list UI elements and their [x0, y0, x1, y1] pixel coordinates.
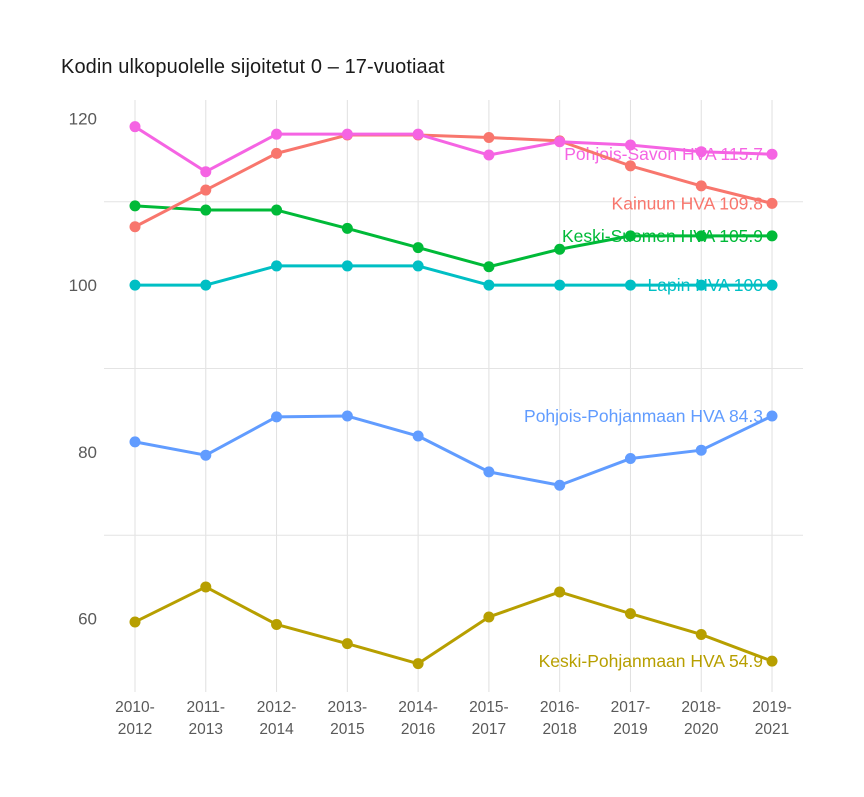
data-point-pohjois-pohjanmaan-2019-2021[interactable]: [766, 410, 778, 422]
data-point-pohjois-pohjanmaan-2015-2017[interactable]: [483, 466, 495, 478]
data-point-kainuun-2012-2014[interactable]: [271, 147, 283, 159]
data-point-lapin-2013-2015[interactable]: [341, 260, 353, 272]
x-axis-tick-label: 2011-2013: [187, 699, 226, 738]
series-line-kainuun: [133, 133, 774, 229]
series-line-keski-suomen: [133, 204, 774, 269]
data-point-keski-pohjanmaan-2017-2019[interactable]: [624, 608, 636, 620]
x-axis-tick-label: 2019-2021: [752, 699, 792, 738]
data-point-keski-suomen-2017-2019[interactable]: [624, 230, 636, 242]
data-point-lapin-2017-2019[interactable]: [624, 279, 636, 291]
series-line-lapin: [133, 264, 774, 287]
data-point-kainuun-2011-2013[interactable]: [200, 184, 212, 196]
data-point-lapin-2015-2017[interactable]: [483, 279, 495, 291]
data-point-lapin-2012-2014[interactable]: [271, 260, 283, 272]
data-point-keski-suomen-2014-2016[interactable]: [412, 242, 424, 254]
data-point-keski-suomen-2012-2014[interactable]: [271, 204, 283, 216]
data-point-pohjois-savon-2010-2012[interactable]: [129, 121, 141, 133]
data-point-pohjois-pohjanmaan-2018-2020[interactable]: [695, 444, 707, 456]
data-point-keski-suomen-2016-2018[interactable]: [554, 243, 566, 255]
data-point-keski-pohjanmaan-2013-2015[interactable]: [341, 638, 353, 650]
data-point-lapin-2011-2013[interactable]: [200, 279, 212, 291]
y-axis-tick-label: 100: [69, 276, 97, 295]
data-point-keski-suomen-2019-2021[interactable]: [766, 230, 778, 242]
data-point-pohjois-pohjanmaan-2013-2015[interactable]: [341, 410, 353, 422]
data-point-lapin-2016-2018[interactable]: [554, 279, 566, 291]
y-axis-tick-label: 60: [78, 610, 97, 629]
series-label-keski-pohjanmaan: Keski-Pohjanmaan HVA 54.9: [539, 651, 763, 671]
data-point-kainuun-2015-2017[interactable]: [483, 132, 495, 144]
data-point-lapin-2014-2016[interactable]: [412, 260, 424, 272]
data-point-pohjois-savon-2011-2013[interactable]: [200, 166, 212, 178]
data-point-keski-pohjanmaan-2011-2013[interactable]: [200, 581, 212, 593]
data-point-kainuun-2019-2021[interactable]: [766, 197, 778, 209]
data-point-keski-pohjanmaan-2016-2018[interactable]: [554, 586, 566, 598]
x-axis-tick-label: 2013-2015: [328, 699, 368, 738]
x-axis-tick-label: 2017-2019: [611, 699, 651, 738]
series-label-kainuun: Kainuun HVA 109.8: [612, 193, 763, 213]
data-point-pohjois-savon-2014-2016[interactable]: [412, 128, 424, 140]
data-point-keski-pohjanmaan-2012-2014[interactable]: [271, 618, 283, 630]
data-point-kainuun-2010-2012[interactable]: [129, 221, 141, 233]
data-point-lapin-2010-2012[interactable]: [129, 279, 141, 291]
x-axis-tick-label: 2018-2020: [681, 699, 721, 738]
data-point-pohjois-savon-2012-2014[interactable]: [271, 128, 283, 140]
data-point-pohjois-pohjanmaan-2016-2018[interactable]: [554, 479, 566, 491]
x-axis-tick-label: 2014-2016: [398, 699, 438, 738]
series-line-keski-pohjanmaan: [133, 585, 774, 666]
x-axis-tick-label: 2012-2014: [257, 699, 297, 738]
series-line-pohjois-pohjanmaan: [133, 414, 774, 487]
data-point-pohjois-pohjanmaan-2017-2019[interactable]: [624, 453, 636, 465]
data-point-keski-suomen-2015-2017[interactable]: [483, 261, 495, 273]
data-point-pohjois-savon-2019-2021[interactable]: [766, 148, 778, 160]
data-point-keski-pohjanmaan-2019-2021[interactable]: [766, 655, 778, 667]
series-line-pohjois-savon: [133, 125, 774, 174]
chart-title: Kodin ulkopuolelle sijoitetut 0 – 17-vuo…: [61, 56, 445, 78]
data-point-kainuun-2017-2019[interactable]: [624, 160, 636, 172]
data-point-keski-pohjanmaan-2018-2020[interactable]: [695, 628, 707, 640]
data-point-lapin-2019-2021[interactable]: [766, 279, 778, 291]
x-axis-tick-label: 2010-2012: [115, 699, 155, 738]
data-point-keski-pohjanmaan-2014-2016[interactable]: [412, 658, 424, 670]
data-point-pohjois-pohjanmaan-2010-2012[interactable]: [129, 436, 141, 448]
x-axis-tick-label: 2016-2018: [540, 699, 580, 738]
data-point-keski-pohjanmaan-2015-2017[interactable]: [483, 611, 495, 623]
data-point-lapin-2018-2020[interactable]: [695, 279, 707, 291]
data-point-pohjois-savon-2016-2018[interactable]: [554, 136, 566, 148]
data-point-keski-suomen-2018-2020[interactable]: [695, 230, 707, 242]
y-axis-tick-label: 80: [78, 443, 97, 462]
data-point-keski-suomen-2013-2015[interactable]: [341, 222, 353, 234]
data-point-pohjois-savon-2015-2017[interactable]: [483, 149, 495, 161]
series-label-pohjois-pohjanmaan: Pohjois-Pohjanmaan HVA 84.3: [524, 406, 763, 426]
data-point-keski-pohjanmaan-2010-2012[interactable]: [129, 616, 141, 628]
y-axis-tick-label: 120: [69, 109, 97, 128]
data-point-pohjois-savon-2017-2019[interactable]: [624, 139, 636, 151]
data-point-keski-suomen-2010-2012[interactable]: [129, 200, 141, 212]
data-point-pohjois-savon-2013-2015[interactable]: [341, 128, 353, 140]
data-point-pohjois-pohjanmaan-2014-2016[interactable]: [412, 430, 424, 442]
x-axis-tick-label: 2015-2017: [469, 699, 509, 738]
data-point-pohjois-pohjanmaan-2011-2013[interactable]: [200, 449, 212, 461]
data-point-keski-suomen-2011-2013[interactable]: [200, 204, 212, 216]
data-point-kainuun-2018-2020[interactable]: [695, 180, 707, 192]
data-point-pohjois-pohjanmaan-2012-2014[interactable]: [271, 411, 283, 423]
data-point-pohjois-savon-2018-2020[interactable]: [695, 146, 707, 158]
